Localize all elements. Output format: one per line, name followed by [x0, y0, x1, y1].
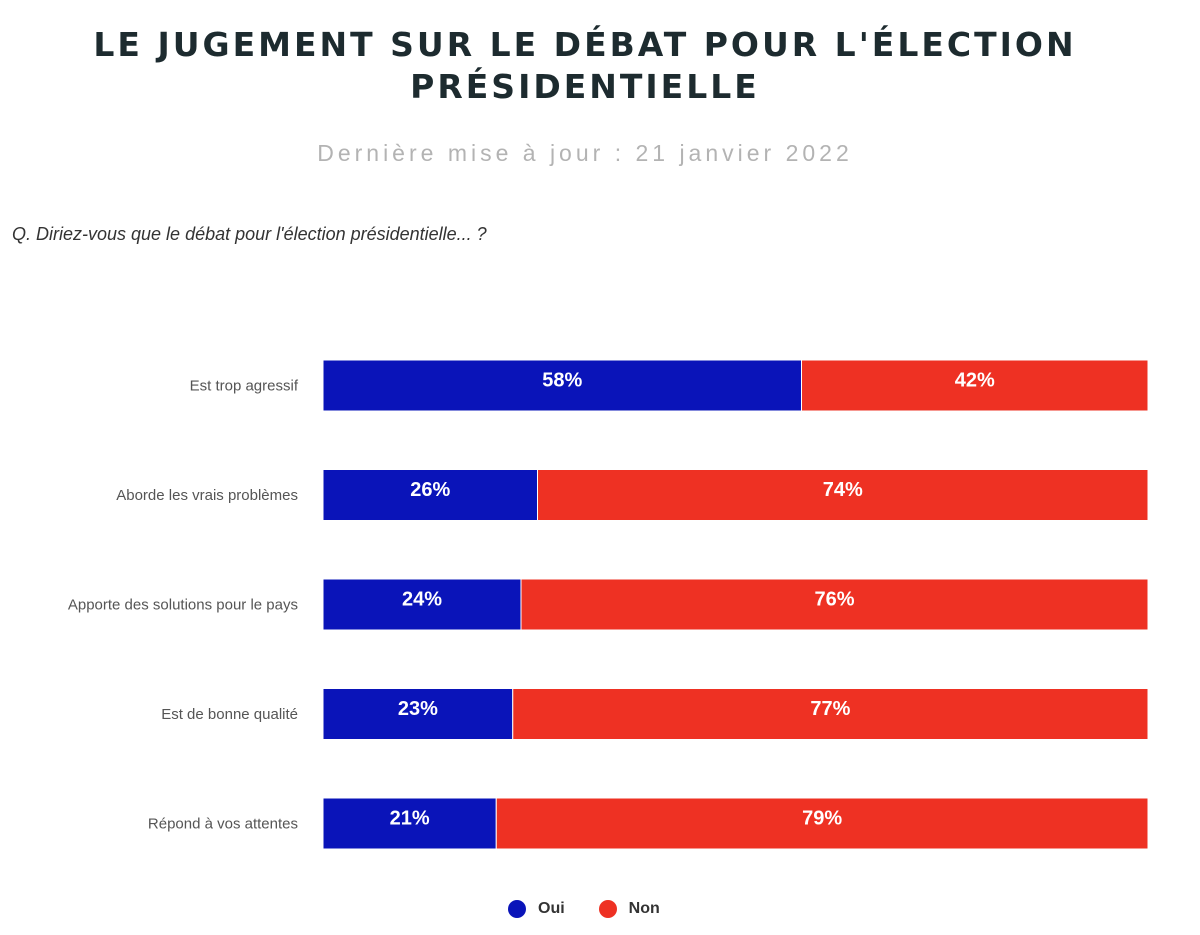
bar-oui — [322, 359, 802, 412]
data-label: 79% — [802, 808, 842, 830]
bar-oui — [322, 578, 522, 631]
bar-oui — [322, 469, 538, 521]
bar-non — [512, 688, 1149, 740]
data-label: 24% — [402, 589, 442, 611]
stacked-bar-chart: Est trop agressif 58% 42% Aborde les vrais … — [68, 359, 1149, 850]
data-label: 21% — [390, 808, 430, 830]
data-label: 42% — [955, 370, 995, 392]
category-label: Est trop agressif — [190, 378, 299, 395]
bar-non — [537, 469, 1149, 521]
category-label: Apporte des solutions pour le pays — [68, 597, 298, 614]
legend-dot-oui — [508, 900, 526, 918]
data-label: 58% — [542, 370, 582, 392]
category-label: Est de bonne qualité — [161, 706, 298, 723]
category-label: Aborde les vrais problèmes — [116, 487, 298, 504]
chart-title: LE JUGEMENT SUR LE DÉBAT POUR L'ÉLECTION… — [93, 25, 1077, 106]
legend-dot-non — [598, 900, 617, 918]
legend-label-oui: Oui — [538, 900, 565, 917]
bar-non — [801, 359, 1149, 412]
data-label: 74% — [823, 479, 863, 501]
legend: Oui Non — [508, 900, 694, 918]
legend-label-non: Non — [628, 900, 660, 917]
chart-subtitle: Dernière mise à jour : 21 janvier 2022 — [317, 140, 853, 166]
data-label: 77% — [810, 698, 850, 720]
bar-non — [495, 797, 1149, 850]
data-label: 23% — [398, 698, 438, 720]
legend-item-oui: Oui — [508, 900, 565, 918]
bar-oui — [322, 688, 514, 740]
legend-item-non: Non — [598, 900, 660, 918]
category-label: Répond à vos attentes — [148, 816, 298, 833]
data-label: 76% — [814, 589, 854, 611]
question-text: Q. Diriez-vous que le débat pour l'élect… — [12, 224, 487, 244]
bar-non — [520, 578, 1149, 631]
data-label: 26% — [410, 479, 450, 501]
bar-oui — [322, 797, 497, 850]
